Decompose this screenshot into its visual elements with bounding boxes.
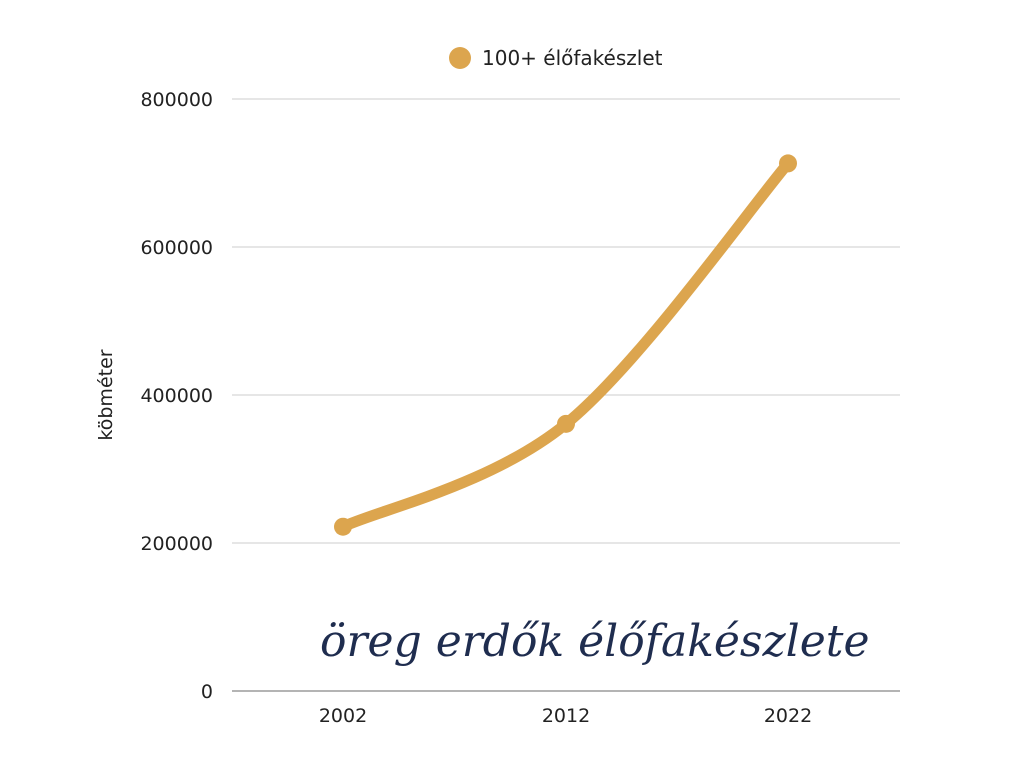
data-point[interactable]	[557, 414, 575, 433]
y-tick-label: 800000	[140, 89, 213, 111]
x-tick-label: 2002	[319, 705, 367, 727]
legend: 100+ élőfakészlet	[449, 46, 663, 70]
series-line	[337, 157, 794, 533]
chart-title: öreg erdők élőfakészlete	[320, 616, 870, 667]
gridlines	[232, 98, 900, 544]
y-tick-label: 0	[201, 681, 213, 703]
y-tick-labels: 0 200000 400000 600000 800000	[140, 89, 213, 703]
y-tick-label: 400000	[140, 385, 213, 407]
y-tick-label: 200000	[140, 533, 213, 555]
legend-label: 100+ élőfakészlet	[482, 46, 663, 70]
x-tick-label: 2022	[764, 705, 812, 727]
y-axis-title: köbméter	[95, 349, 117, 440]
x-tick-labels: 2002 2012 2022	[319, 705, 812, 727]
data-point[interactable]	[334, 517, 352, 536]
series	[334, 154, 797, 536]
y-tick-label: 600000	[140, 237, 213, 259]
x-tick-label: 2012	[542, 705, 590, 727]
data-point[interactable]	[779, 154, 797, 173]
legend-marker	[449, 47, 471, 69]
